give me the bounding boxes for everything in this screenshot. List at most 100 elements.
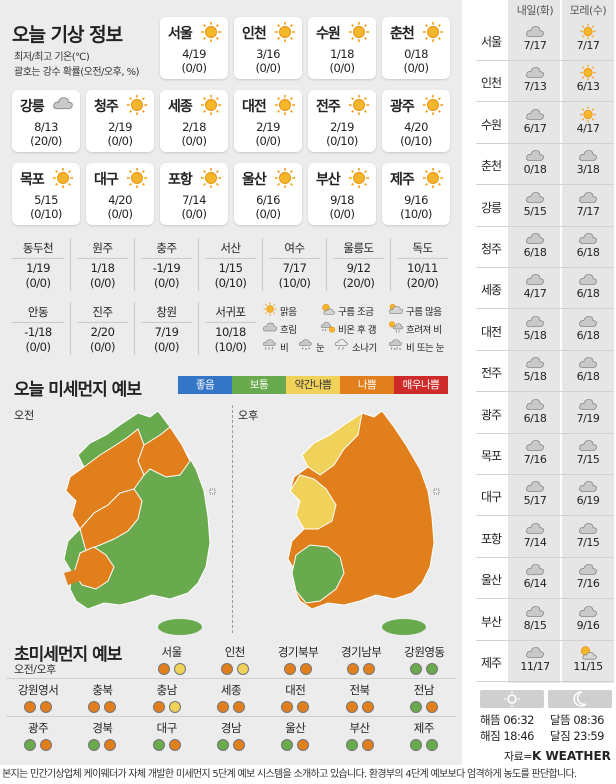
forecast-row: 수원 6/17 4/17 xyxy=(476,103,614,144)
ufine-region-name: 광주 xyxy=(28,721,49,735)
forecast-day1: 5/17 xyxy=(510,475,560,507)
cloud-icon xyxy=(563,478,613,495)
ufine-divider xyxy=(6,716,456,717)
cloud-icon xyxy=(563,230,613,247)
city-temp: 9/16 (10/0) xyxy=(400,193,432,221)
forecast-day1: 5/18 xyxy=(510,351,560,383)
city-name: 강릉 xyxy=(20,99,45,115)
small-city-cell: 독도 10/11 (20/0) xyxy=(390,238,454,291)
city-name: 세종 xyxy=(168,99,193,115)
forecast-day2: 7/15 xyxy=(563,517,613,549)
ufine-region: 충남 xyxy=(135,682,199,714)
forecast-day1: 11/17 xyxy=(510,641,560,673)
small-city-row-2: 안동 -1/18 (0/0) 진주 2/20 (0/0) 창원 7/19 (0/0) 서귀포 10/… xyxy=(6,302,262,355)
legend-label: 구름 조금 xyxy=(338,306,374,318)
forecast-city: 춘천 xyxy=(480,159,502,174)
cloud-icon xyxy=(262,320,278,337)
forecast-city: 서울 xyxy=(480,35,502,49)
forecast-city: 강릉 xyxy=(480,200,502,215)
city-name: 전주 xyxy=(316,99,341,115)
ufine-region-name: 부산 xyxy=(349,721,370,735)
ufine-region: 부산 xyxy=(327,720,391,752)
city-name: 서울 xyxy=(168,26,193,42)
small-city-temp: 10/11 xyxy=(407,261,438,275)
small-city-pop: (0/10) xyxy=(214,276,247,290)
pm-dust-map xyxy=(244,405,464,640)
ufine-region: 인천 xyxy=(203,644,266,676)
forecast-row: 부산 8/15 9/16 xyxy=(476,600,614,641)
sun-icon xyxy=(126,94,148,116)
legend-item: 비온 후 갬 xyxy=(320,320,377,337)
forecast-row: 청주 6/18 6/18 xyxy=(476,227,614,268)
forecast-day2: 4/17 xyxy=(563,103,613,135)
cloud-icon xyxy=(563,147,613,164)
forecast-city: 전주 xyxy=(480,366,502,381)
pm-level-dot xyxy=(297,739,310,751)
legend-item: 눈 xyxy=(298,338,325,355)
city-card: 전주 2/19 (0/10) xyxy=(308,90,376,152)
pm-level-dot xyxy=(40,739,53,751)
legend-item: 비 xyxy=(262,338,289,355)
sun-icon xyxy=(274,21,296,43)
legend-label: 눈 xyxy=(316,342,325,354)
small-city-pop: (0/0) xyxy=(25,340,51,354)
forecast-day2: 6/18 xyxy=(563,268,613,300)
forecast-row: 울산 6/14 7/16 xyxy=(476,558,614,600)
ufine-region: 강원영서 xyxy=(6,682,70,714)
forecast-row: 광주 6/18 7/19 xyxy=(476,393,614,434)
am-level-dot xyxy=(220,663,233,675)
ufine-region: 경북 xyxy=(70,720,134,752)
small-city-cell: 여수 7/17 (10/0) xyxy=(262,238,326,291)
pm-level-dot xyxy=(425,739,438,751)
forecast-day1: 0/18 xyxy=(510,144,560,176)
small-city-temp: 7/17 xyxy=(282,261,307,275)
ufine-region: 대구 xyxy=(135,720,199,752)
small-city-temp: -1/19 xyxy=(152,261,181,275)
snow-icon xyxy=(298,338,314,355)
dust-scale: 좋음 보통 약간나쁨 나쁨 매우나쁨 xyxy=(178,376,448,394)
ufine-region-name: 인천 xyxy=(224,645,246,659)
small-city-pop: (20/0) xyxy=(342,276,375,290)
ufine-region-name: 전남 xyxy=(413,683,435,697)
sun-icon xyxy=(422,167,444,189)
forecast-day2: 7/17 xyxy=(563,186,613,218)
am-level-dot xyxy=(88,701,101,713)
city-card: 부산 9/18 (0/0) xyxy=(308,163,376,225)
ufine-row: 강원영서 충북 충남 세종 대전 전북 전남 xyxy=(6,682,456,714)
sun-bar xyxy=(480,690,544,708)
forecast-city: 대구 xyxy=(480,490,502,505)
small-city-temp: 1/15 xyxy=(218,261,243,275)
small-city-temp: 10/18 xyxy=(215,325,246,339)
sun-icon xyxy=(348,21,370,43)
city-name: 제주 xyxy=(390,172,415,188)
pm-level-dot xyxy=(361,739,374,751)
head-tomorrow: 내일(화) xyxy=(516,4,554,17)
forecast-day2: 7/16 xyxy=(563,558,613,590)
forecast-row: 제주 11/17 11/15 xyxy=(476,641,614,682)
cloud-icon xyxy=(563,354,613,371)
ufine-region: 제주 xyxy=(392,720,456,752)
forecast-day2: 6/19 xyxy=(563,475,613,507)
forecast-city: 제주 xyxy=(480,656,502,670)
sleet-icon xyxy=(388,338,404,355)
ufine-region: 충북 xyxy=(70,682,134,714)
forecast-day2: 9/16 xyxy=(563,600,613,632)
small-city-row-1: 동두천 1/19 (0/0) 원주 1/18 (0/0) 충주 -1/19 (0/0) 서산 1/1… xyxy=(6,238,454,291)
ufine-region: 전남 xyxy=(392,682,456,714)
legend-label: 소나기 xyxy=(352,342,377,354)
forecast-day1: 6/17 xyxy=(510,103,560,135)
cloud-icon xyxy=(510,520,560,537)
legend-label: 비 또는 눈 xyxy=(406,342,445,354)
forecast-panel: 내일(화) 모레(수) 서울 7/17 7/17 인천 7/13 6/13 수원 6/17 4/… xyxy=(476,0,614,765)
forecast-row: 인천 7/13 6/13 xyxy=(476,61,614,103)
forecast-city: 광주 xyxy=(480,407,502,422)
forecast-day2: 6/13 xyxy=(563,61,613,93)
city-temp: 2/18 (0/0) xyxy=(181,120,207,148)
ufine-region-name: 대구 xyxy=(156,721,178,735)
small-city-pop: (0/0) xyxy=(154,340,179,354)
forecast-row: 대전 5/18 6/18 xyxy=(476,310,614,351)
forecast-header: 내일(화) 모레(수) xyxy=(476,2,614,20)
cloud-icon xyxy=(563,603,613,620)
source: 자료=K WEATHER xyxy=(504,749,611,763)
ufine-region: 경남 xyxy=(199,720,263,752)
